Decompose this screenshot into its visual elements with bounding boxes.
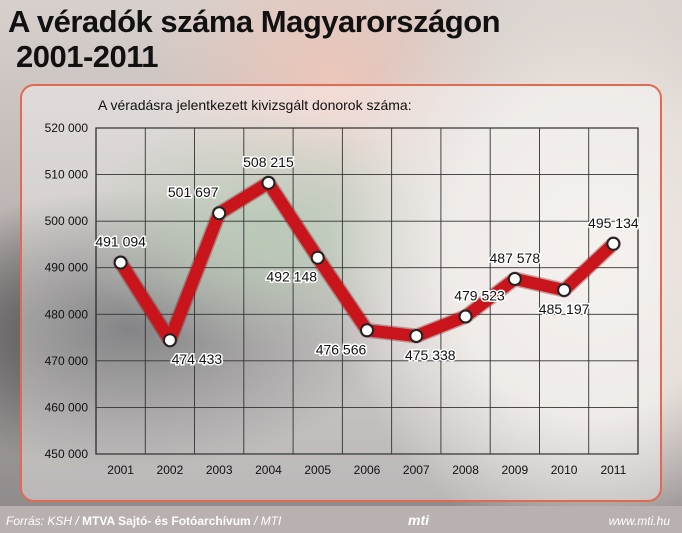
source-archive: MTVA Sajtó- és Fotóarchívum [82,514,251,528]
x-tick-label: 2007 [403,463,430,477]
data-markers [113,175,621,348]
data-point [507,271,522,286]
data-label: 479 523 [454,288,505,304]
page-title: A véradók száma Magyarországon 2001-2011 [8,4,501,74]
chart-title: A véradásra jelentkezett kivizsgált dono… [98,97,412,113]
data-label: 487 578 [490,250,541,266]
data-point [458,309,473,324]
title-line-1: A véradók száma Magyarországon [8,4,501,39]
y-tick-label: 490 000 [45,261,89,275]
x-tick-label: 2010 [551,463,578,477]
line-chart: A véradásra jelentkezett kivizsgált dono… [45,97,641,477]
data-point [261,175,276,190]
data-point [557,283,572,298]
y-tick-label: 520 000 [45,121,89,135]
data-labels: 491 094 474 433 501 697 508 215 492 148 476 5… [94,152,641,368]
chart-grid [95,127,639,455]
data-point [606,236,621,251]
y-tick-label: 450 000 [45,447,89,461]
source-prefix: Forrás: KSH / [6,514,83,528]
data-point [409,328,424,343]
y-tick-label: 510 000 [45,168,89,182]
x-tick-label: 2008 [452,463,479,477]
data-label: 485 197 [539,301,590,317]
data-label: 501 697 [168,184,219,200]
website-link[interactable]: www.mti.hu [608,514,670,528]
data-label: 476 566 [316,341,367,357]
x-tick-label: 2002 [157,463,184,477]
footer-bar: Forrás: KSH / MTVA Sajtó- és Fotóarchívu… [0,506,682,533]
data-point [212,206,227,221]
x-tick-label: 2009 [501,463,528,477]
source-credit: Forrás: KSH / MTVA Sajtó- és Fotóarchívu… [6,514,281,528]
y-tick-label: 460 000 [45,400,89,414]
mti-logo: mti [408,512,429,528]
data-label: 495 134 [588,215,639,231]
y-axis-ticks: 450 000 460 000 470 000 480 000 490 000 500 0… [45,121,89,461]
y-tick-label: 500 000 [45,214,89,228]
data-label: 491 094 [95,234,146,250]
y-tick-label: 470 000 [45,354,89,368]
x-tick-label: 2004 [255,463,282,477]
title-line-2: 2001-2011 [16,39,159,74]
data-point [360,323,374,338]
x-tick-label: 2001 [107,463,134,477]
x-tick-label: 2011 [600,463,626,477]
data-label: 474 433 [172,351,223,367]
source-suffix: / MTI [250,514,282,528]
x-tick-label: 2006 [354,463,381,477]
x-tick-label: 2003 [206,463,233,477]
data-point [310,250,325,265]
data-label: 475 338 [405,347,456,363]
data-label: 492 148 [266,269,317,285]
data-point [113,255,128,270]
x-axis-ticks: 2001 2002 2003 2004 2005 2006 2007 2008 2009 2010… [107,463,626,477]
data-label: 508 215 [243,154,294,170]
data-point [162,333,177,348]
y-tick-label: 480 000 [45,307,89,321]
x-tick-label: 2005 [304,463,331,477]
